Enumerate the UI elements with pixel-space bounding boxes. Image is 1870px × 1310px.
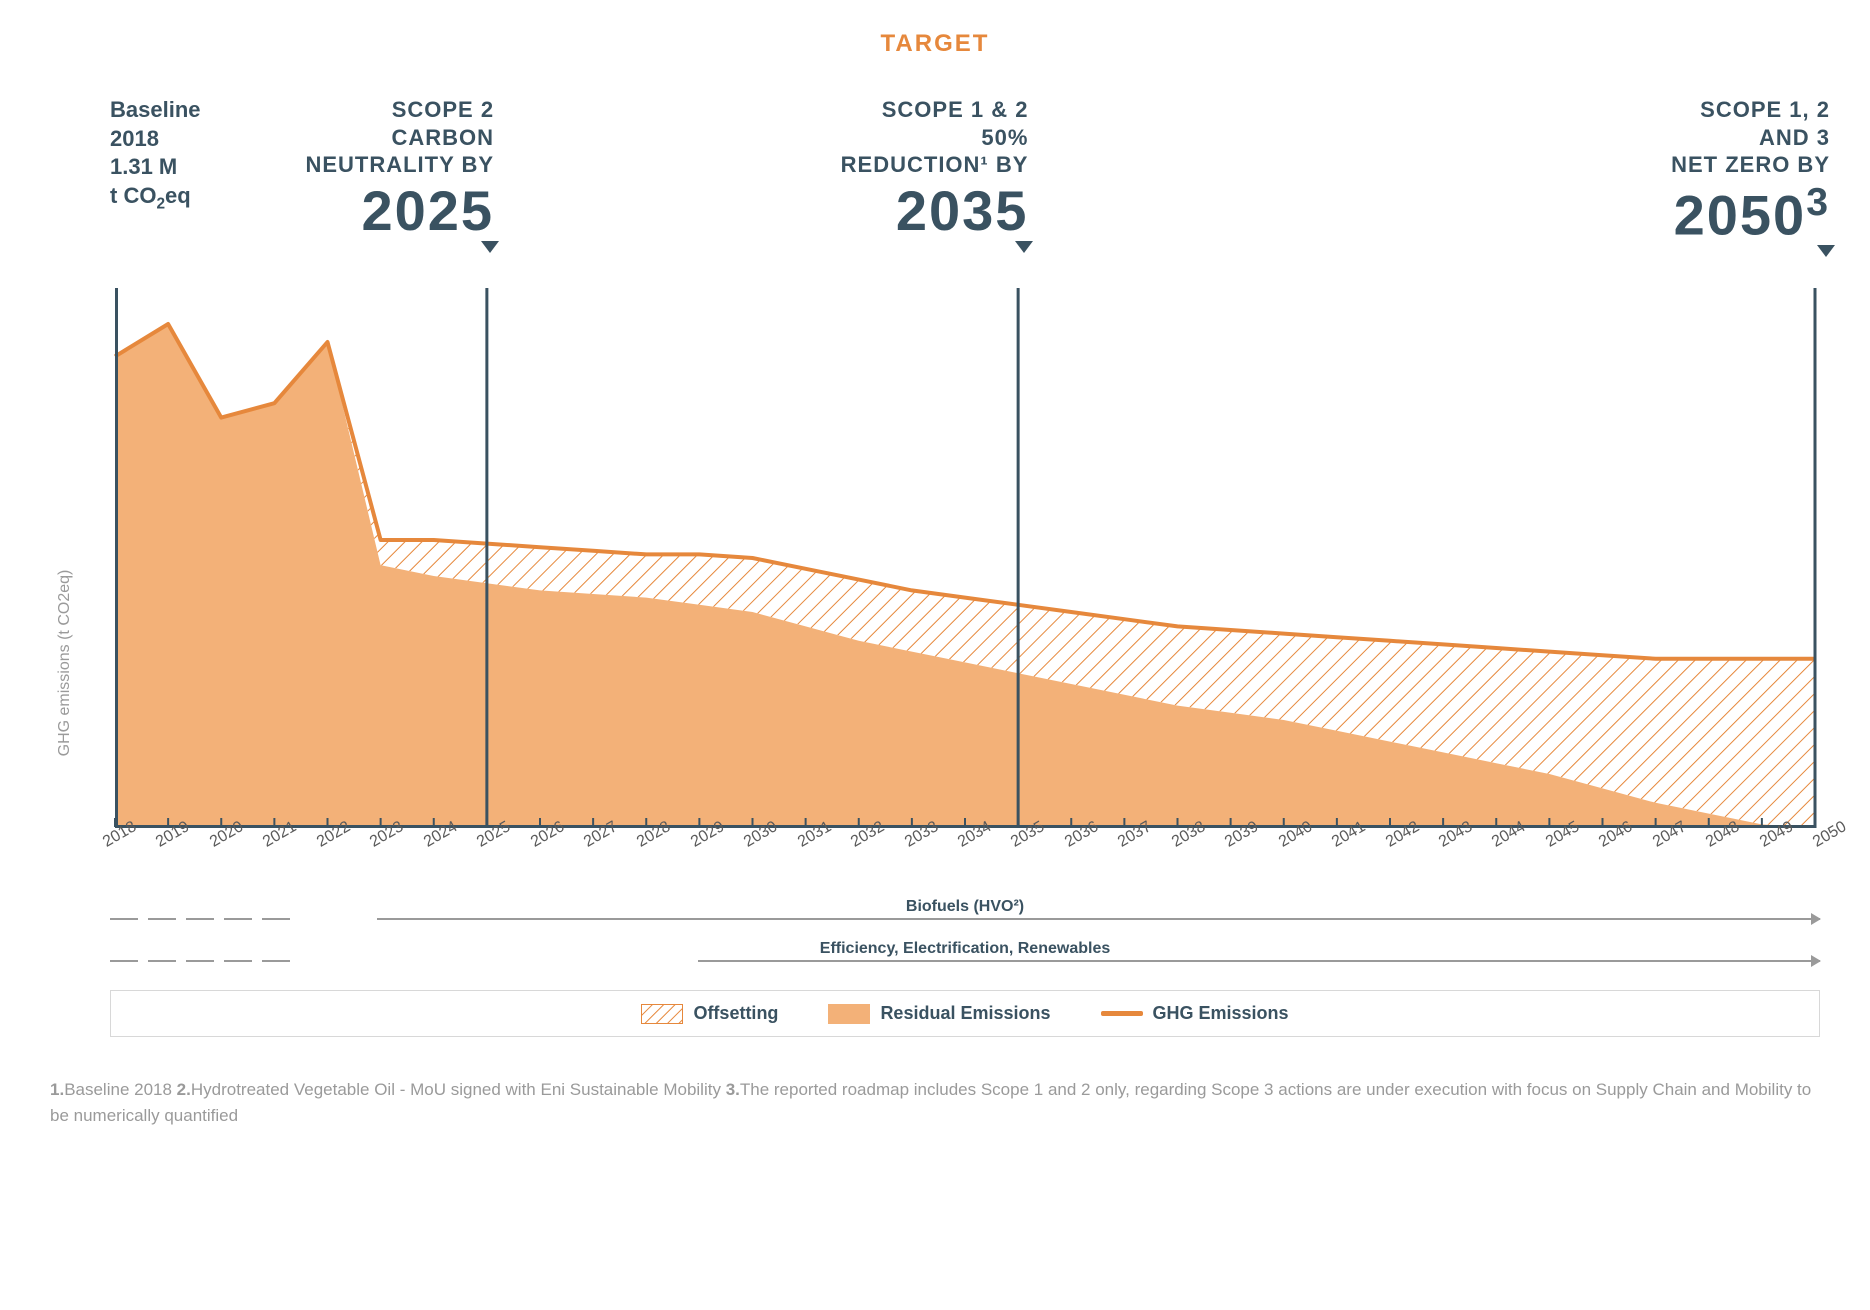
x-tick-label: 2047	[1650, 836, 1659, 852]
legend-offsetting: Offsetting	[641, 1003, 778, 1024]
footnotes: 1.Baseline 2018 2.Hydrotreated Vegetable…	[50, 1077, 1820, 1128]
x-tick-label: 2043	[1436, 836, 1445, 852]
timeline-label: Efficiency, Electrification, Renewables	[806, 940, 1124, 958]
header-labels: Baseline 2018 1.31 M t CO2eq SCOPE 2CARB…	[110, 78, 1820, 278]
x-tick-label: 2036	[1062, 836, 1071, 852]
x-tick-label: 2039	[1222, 836, 1231, 852]
x-tick-label: 2040	[1276, 836, 1285, 852]
x-axis-ticks: 2018201920202021202220232024202520262027…	[110, 836, 1820, 854]
chart-plot-area: GHG emissions (t CO2eq) 2018201920202021…	[110, 288, 1820, 1037]
chart-container: TARGET Baseline 2018 1.31 M t CO2eq SCOP…	[50, 30, 1820, 1128]
emissions-area-chart	[110, 288, 1820, 828]
legend-ghg-label: GHG Emissions	[1153, 1003, 1289, 1024]
x-tick-label: 2041	[1329, 836, 1338, 852]
x-tick-label: 2042	[1383, 836, 1392, 852]
baseline-line3: 1.31 M	[110, 153, 201, 182]
x-tick-label: 2045	[1543, 836, 1552, 852]
timeline-label: Biofuels (HVO²)	[892, 898, 1038, 916]
x-tick-label: 2050	[1810, 836, 1819, 852]
baseline-line1: Baseline	[110, 96, 201, 125]
legend-residual: Residual Emissions	[828, 1003, 1050, 1024]
x-tick-label: 2028	[634, 836, 643, 852]
legend-residual-label: Residual Emissions	[880, 1003, 1050, 1024]
x-tick-label: 2035	[1008, 836, 1017, 852]
x-tick-label: 2027	[581, 836, 590, 852]
x-tick-label: 2022	[314, 836, 323, 852]
x-tick-label: 2018	[100, 836, 109, 852]
x-tick-label: 2026	[528, 836, 537, 852]
x-tick-label: 2029	[688, 836, 697, 852]
x-tick-label: 2024	[421, 836, 430, 852]
x-tick-label: 2025	[474, 836, 483, 852]
baseline-label: Baseline 2018 1.31 M t CO2eq	[110, 96, 201, 214]
baseline-line2: 2018	[110, 125, 201, 154]
legend-ghg: GHG Emissions	[1101, 1003, 1289, 1024]
x-tick-label: 2021	[260, 836, 269, 852]
milestone-2025: SCOPE 2CARBONNEUTRALITY BY2025	[305, 96, 494, 239]
x-tick-label: 2031	[795, 836, 804, 852]
offsetting-swatch-icon	[641, 1004, 683, 1024]
x-tick-label: 2033	[902, 836, 911, 852]
chart-title: TARGET	[50, 30, 1820, 58]
x-tick-label: 2032	[848, 836, 857, 852]
x-tick-label: 2038	[1169, 836, 1178, 852]
x-tick-label: 2030	[741, 836, 750, 852]
baseline-line4: t CO2eq	[110, 182, 201, 214]
milestone-2035: SCOPE 1 & 250%REDUCTION¹ BY2035	[841, 96, 1029, 239]
x-tick-label: 2023	[367, 836, 376, 852]
ghg-line-swatch-icon	[1101, 1011, 1143, 1016]
y-axis-label: GHG emissions (t CO2eq)	[56, 569, 74, 756]
chart-legend: Offsetting Residual Emissions GHG Emissi…	[110, 990, 1820, 1037]
milestone-2050: SCOPE 1, 2AND 3NET ZERO BY20503	[1671, 96, 1830, 243]
x-tick-label: 2037	[1115, 836, 1124, 852]
x-tick-label: 2034	[955, 836, 964, 852]
timeline-bar: Biofuels (HVO²)	[110, 904, 1820, 928]
x-tick-label: 2019	[153, 836, 162, 852]
timeline-bar: Efficiency, Electrification, Renewables	[110, 946, 1820, 970]
x-tick-label: 2048	[1703, 836, 1712, 852]
x-tick-label: 2046	[1596, 836, 1605, 852]
legend-offsetting-label: Offsetting	[693, 1003, 778, 1024]
x-tick-label: 2020	[207, 836, 216, 852]
timeline-bars: Biofuels (HVO²) Efficiency, Electrificati…	[110, 904, 1820, 970]
residual-swatch-icon	[828, 1004, 870, 1024]
x-tick-label: 2044	[1489, 836, 1498, 852]
x-tick-label: 2049	[1757, 836, 1766, 852]
